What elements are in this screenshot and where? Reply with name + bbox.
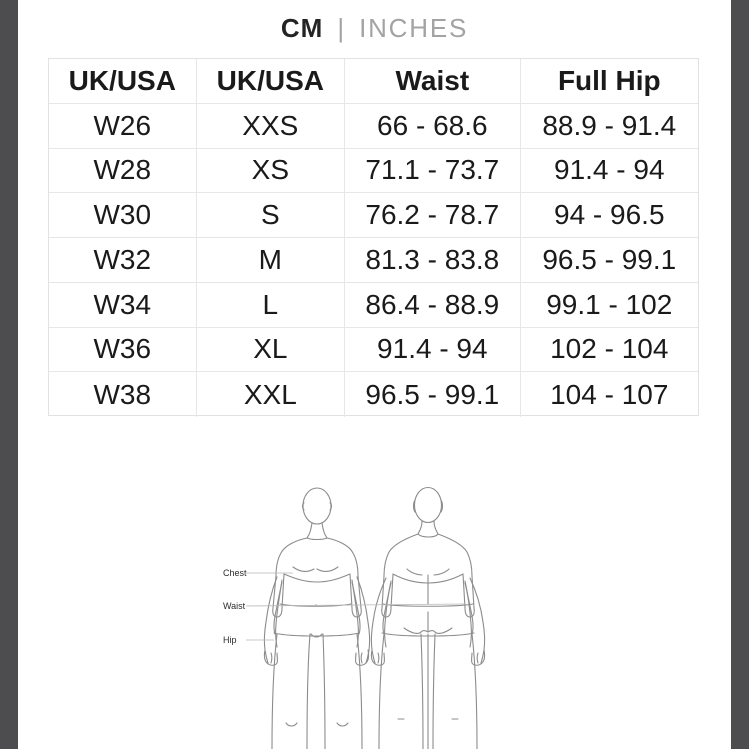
svg-text:Hip: Hip [223,635,237,645]
svg-text:Waist: Waist [223,601,246,611]
svg-text:Chest: Chest [223,568,247,578]
